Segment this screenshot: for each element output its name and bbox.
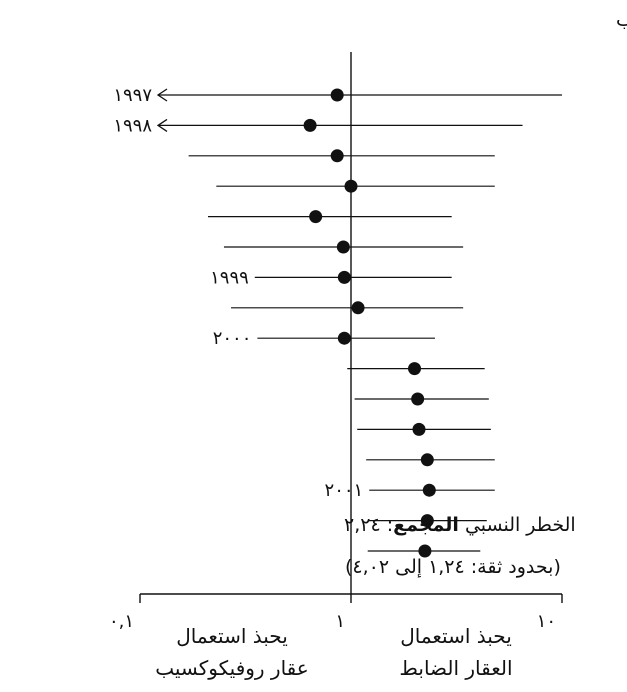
favors-left-line-2: عقار روفيكوكسيب	[155, 656, 309, 680]
point-estimate-15	[420, 514, 434, 528]
point-estimate-8	[351, 301, 365, 315]
point-estimate-16	[418, 544, 432, 558]
summary-estimate: الخطر النسبي المجمع: ٢,٢٤	[344, 514, 576, 536]
point-estimate-10	[408, 362, 422, 376]
favors-right-line-1: يحبذ استعمال	[400, 624, 512, 648]
point-estimate-14	[422, 483, 436, 497]
x-tick-label-3: ١٠	[537, 611, 556, 632]
plot-area: ١٩٩٧ ١٩٩٨ ١٩٩٩ ٢٠٠٠ ٢٠٠١	[113, 52, 562, 594]
summary-value: : ٢,٢٤	[344, 514, 393, 536]
summary-prefix: الخطر النسبي	[459, 514, 576, 536]
point-estimate-4	[344, 179, 358, 193]
point-estimate-12	[412, 422, 426, 436]
point-estimate-9	[337, 331, 351, 345]
point-estimate-13	[420, 453, 434, 467]
x-axis: ٠,١ ١ ١٠	[109, 593, 563, 632]
point-estimate-11	[411, 392, 425, 406]
favors-left-line-1: يحبذ استعمال	[176, 624, 288, 648]
ci-arrow-1	[156, 88, 168, 102]
year-label-2: ١٩٩٨	[113, 115, 152, 136]
favors-right-line-2: العقار الضابط	[399, 656, 512, 680]
point-estimate-3	[330, 149, 344, 163]
year-label-14: ٢٠٠١	[325, 480, 364, 501]
x-tick-label-1: ٠,١	[109, 611, 134, 632]
summary-bold: المجمع	[393, 514, 459, 536]
summary-confidence-interval: (بحدود ثقة: ١,٢٤ إلى ٤,٠٢)	[345, 556, 561, 579]
point-estimate-2	[303, 118, 317, 132]
chart-title: الخطر النسبي (بحدود ثقة ٩٥٪) لحدوث احتشا…	[616, 9, 627, 31]
x-tick-label-2: ١	[335, 611, 345, 632]
ci-arrow-2	[156, 118, 168, 132]
year-label-9: ٢٠٠٠	[213, 328, 252, 349]
point-estimate-7	[337, 270, 351, 284]
point-estimate-6	[336, 240, 350, 254]
year-label-1: ١٩٩٧	[113, 85, 152, 106]
point-estimate-1	[330, 88, 344, 102]
point-estimate-5	[309, 210, 323, 224]
year-label-7: ١٩٩٩	[210, 267, 249, 288]
